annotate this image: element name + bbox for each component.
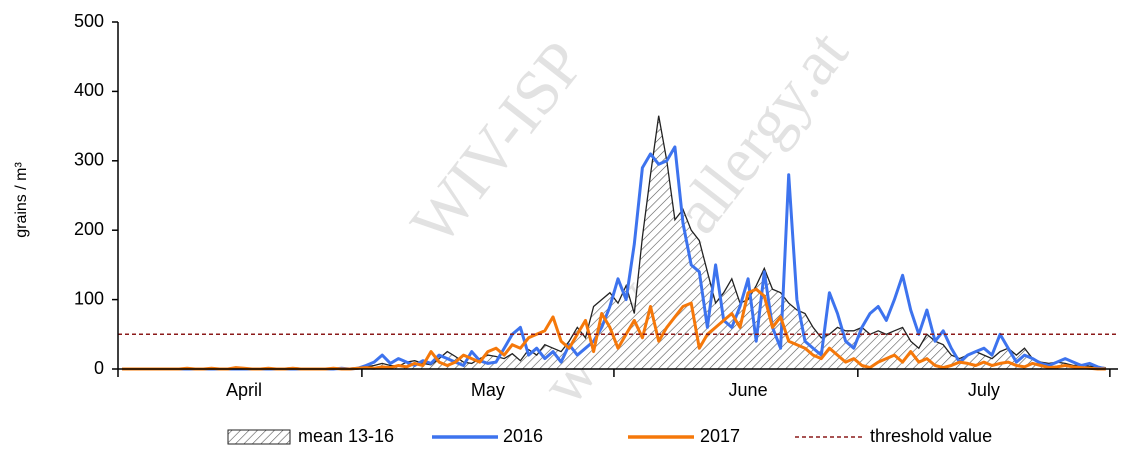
watermark: WIV-ISP — [397, 28, 598, 258]
area-fill — [122, 115, 1106, 369]
y-tick-label: 100 — [74, 288, 104, 308]
x-tick-label: July — [968, 380, 1000, 400]
y-tick-label: 0 — [94, 358, 104, 378]
y-axis-label: grains / m³ — [13, 162, 30, 238]
y-tick-label: 300 — [74, 150, 104, 170]
legend-label: 2017 — [700, 426, 740, 446]
y-tick-label: 200 — [74, 219, 104, 239]
legend-swatch — [227, 429, 291, 445]
y-tick-label: 500 — [74, 11, 104, 31]
x-tick-label: June — [729, 380, 768, 400]
legend-label: mean 13-16 — [298, 426, 394, 446]
x-tick-label: April — [226, 380, 262, 400]
legend-label: 2016 — [503, 426, 543, 446]
y-tick-label: 400 — [74, 80, 104, 100]
legend-label: threshold value — [870, 426, 992, 446]
x-tick-label: May — [471, 380, 505, 400]
